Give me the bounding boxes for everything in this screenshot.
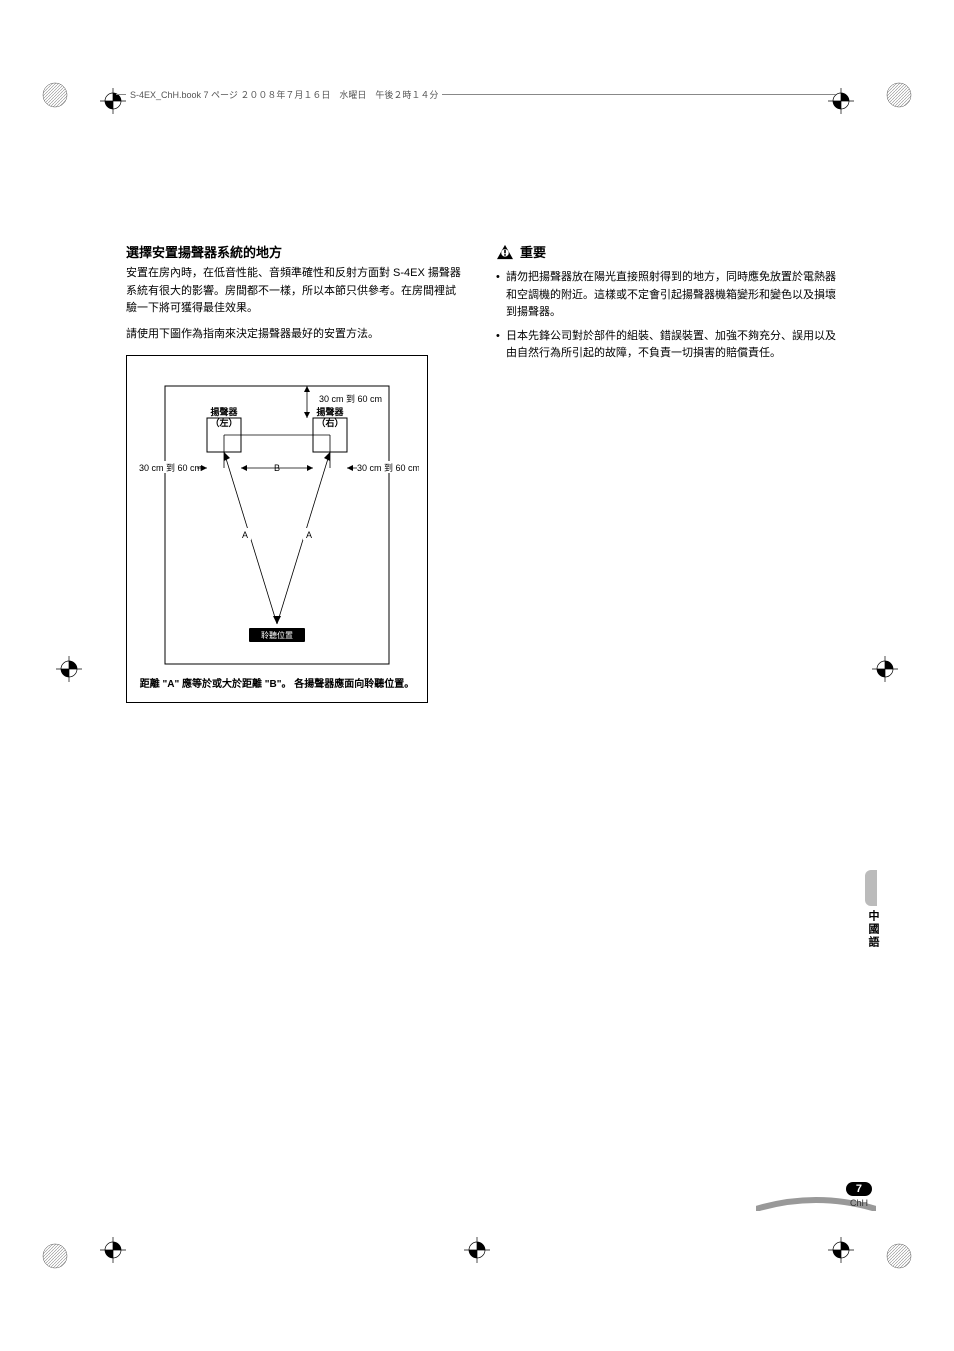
- reg-mark-bl: [100, 1237, 126, 1263]
- para-2: 請使用下圖作為指南來決定揚聲器最好的安置方法。: [126, 326, 461, 344]
- reg-mark-right: [872, 656, 898, 682]
- top-distance-label: 30 cm 到 60 cm: [319, 393, 382, 404]
- svg-text:揚聲器: 揚聲器: [316, 406, 344, 417]
- warning-item: 日本先鋒公司對於部件的組裝、錯誤裝置、加強不夠充分、誤用以及由自然行為所引起的故…: [496, 328, 836, 363]
- header-meta: S-4EX_ChH.book 7 ページ ２００８年７月１６日 水曜日 午後２時…: [126, 88, 442, 101]
- warning-icon: [496, 244, 514, 260]
- right-column: 重要 請勿把揚聲器放在陽光直接照射得到的地方，同時應免放置於電熱器和空調機的附近…: [496, 242, 836, 369]
- diagram-caption: 距離 "A" 應等於或大於距離 "B"。 各揚聲器應面向聆聽位置。: [135, 678, 419, 692]
- corner-circle-br: [886, 1243, 912, 1269]
- warning-header: 重要: [496, 242, 836, 261]
- corner-circle-tl: [42, 82, 68, 108]
- page-content: 選擇安置揚聲器系統的地方 安置在房內時，在低音性能、音頻準確性和反射方面對 S-…: [126, 242, 836, 703]
- reg-mark-bc: [464, 1237, 490, 1263]
- svg-text:30 cm 到 60 cm: 30 cm 到 60 cm: [139, 462, 202, 473]
- reg-mark-left: [56, 656, 82, 682]
- para-1: 安置在房內時，在低音性能、音頻準確性和反射方面對 S-4EX 揚聲器系統有很大的…: [126, 265, 461, 318]
- warning-list: 請勿把揚聲器放在陽光直接照射得到的地方，同時應免放置於電熱器和空調機的附近。這樣…: [496, 269, 836, 363]
- reg-mark-tl: [100, 88, 126, 114]
- svg-text:聆聽位置: 聆聽位置: [261, 630, 293, 640]
- svg-text:（右）: （右）: [316, 417, 343, 428]
- svg-text:揚聲器: 揚聲器: [210, 406, 238, 417]
- svg-text:A: A: [242, 530, 248, 540]
- corner-circle-tr: [886, 82, 912, 108]
- side-tab: 中國語: [865, 870, 879, 940]
- left-column: 選擇安置揚聲器系統的地方 安置在房內時，在低音性能、音頻準確性和反射方面對 S-…: [126, 242, 461, 703]
- page-number: 7: [846, 1182, 872, 1196]
- speaker-diagram: 30 cm 到 60 cm 揚聲器 （左） 揚聲器 （右） 30 cm 到 60…: [126, 355, 428, 703]
- corner-circle-bl: [42, 1243, 68, 1269]
- svg-text:30 cm 到 60 cm: 30 cm 到 60 cm: [357, 462, 419, 473]
- page-footer: 7 ChH: [846, 1179, 872, 1208]
- warning-title: 重要: [520, 242, 546, 261]
- page-lang: ChH: [846, 1198, 872, 1208]
- diagram-svg: 30 cm 到 60 cm 揚聲器 （左） 揚聲器 （右） 30 cm 到 60…: [135, 368, 419, 668]
- side-tab-marker: [865, 870, 877, 906]
- reg-mark-br: [828, 1237, 854, 1263]
- svg-text:A: A: [306, 530, 312, 540]
- svg-text:（左）: （左）: [210, 417, 237, 428]
- warning-item: 請勿把揚聲器放在陽光直接照射得到的地方，同時應免放置於電熱器和空調機的附近。這樣…: [496, 269, 836, 322]
- section-title: 選擇安置揚聲器系統的地方: [126, 242, 461, 261]
- reg-mark-tr: [828, 88, 854, 114]
- side-tab-label: 中國語: [865, 910, 881, 949]
